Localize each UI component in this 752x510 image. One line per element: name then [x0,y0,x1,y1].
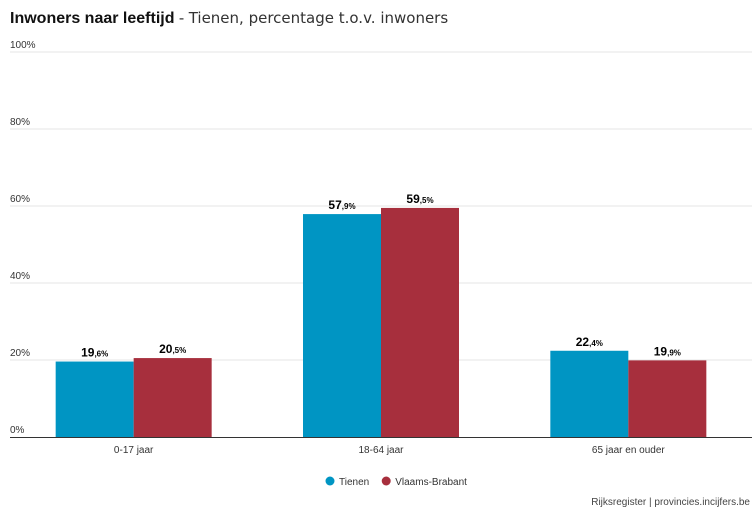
data-label: 19,6% [81,346,108,360]
bar-tienen [55,361,134,437]
y-tick-label: 20% [10,348,30,359]
source-credit: Rijksregister | provincies.incijfers.be [591,497,750,508]
legend-item-vlaams-brabant[interactable]: Vlaams-Brabant [381,476,467,489]
bar-tienen [303,214,381,437]
y-tick-label: 60% [10,194,30,205]
data-label: 20,5% [159,342,186,356]
bar-tienen [550,350,629,437]
y-tick-label: 100% [10,40,36,51]
bar-vlaams-brabant [381,207,459,437]
bar-vlaams-brabant [628,360,707,437]
y-tick-label: 40% [10,271,30,282]
data-labels: 19,6% 20,5% 57,9% 59,5% 22,4% 19,9% [81,192,681,360]
legend-item-tienen[interactable]: Tienen [325,476,370,489]
chart-title-sub: Tienen, percentage t.o.v. inwoners [188,9,449,27]
data-label: 22,4% [576,335,603,349]
x-tick-label: 65 jaar en ouder [592,445,666,456]
legend-label: Tienen [339,477,369,488]
chart-title-separator: - [174,10,189,27]
chart-title-main: Inwoners naar leeftijd [10,10,175,27]
x-tick-label: 18-64 jaar [358,445,404,456]
legend-swatch [325,476,335,486]
data-label: 59,5% [406,192,433,206]
bars [55,207,707,437]
x-tick-label: 0-17 jaar [114,445,154,456]
legend[interactable]: Tienen Vlaams-Brabant [325,476,468,489]
y-axis-ticks: 0% 20% 40% 60% 80% 100% [10,40,36,436]
x-axis: 0-17 jaar 18-64 jaar 65 jaar en ouder [10,437,752,456]
data-label: 57,9% [328,198,355,212]
y-tick-label: 80% [10,117,30,128]
bar-vlaams-brabant [133,358,212,437]
chart-title: Inwoners naar leeftijd - Tienen, percent… [10,9,448,28]
legend-label: Vlaams-Brabant [395,477,467,488]
legend-swatch [381,476,391,486]
data-label: 19,9% [654,344,681,358]
y-tick-label: 0% [10,425,25,436]
